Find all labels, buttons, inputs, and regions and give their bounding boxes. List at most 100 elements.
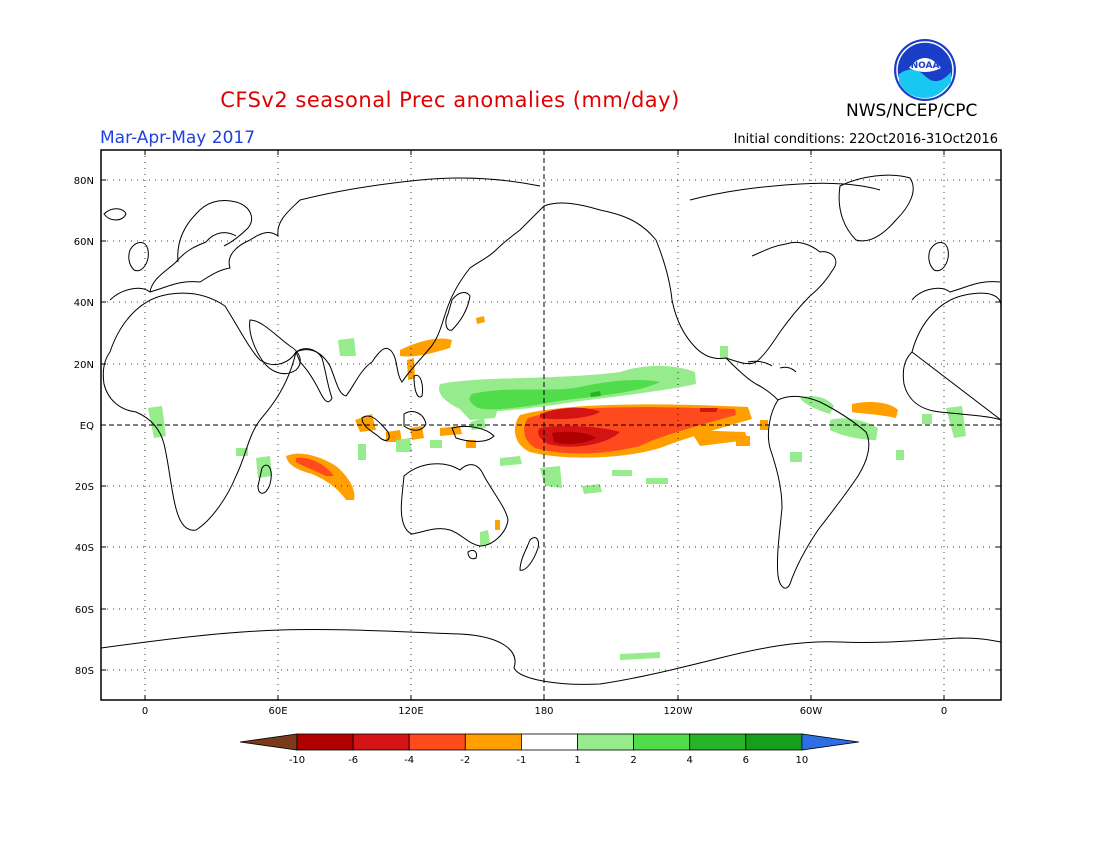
- indonesia-dry-2: [410, 426, 476, 448]
- central-america-wet: [720, 346, 834, 414]
- indonesia-dry-1: [355, 414, 402, 442]
- spcz-wet: [540, 466, 562, 488]
- colorbar-swatch: [745, 733, 803, 751]
- colorbar-label: 2: [630, 755, 636, 766]
- lat-label: 20N: [74, 360, 94, 371]
- colorbar-swatch: [296, 733, 354, 751]
- pacific-dry-severe: [552, 431, 596, 445]
- lat-label: 80N: [74, 176, 94, 187]
- nw-pacific-dry: [400, 338, 452, 357]
- antarctic-wet: [620, 652, 660, 660]
- colorbar-swatch: [521, 733, 578, 751]
- nw-pacific-dry-2: [476, 316, 485, 324]
- map-title: CFSv2 seasonal Prec anomalies (mm/day): [0, 88, 1100, 112]
- coast-south-america: [767, 395, 870, 589]
- east-pacific-dry: [736, 420, 768, 446]
- lat-label: 80S: [75, 666, 94, 677]
- colorbar-label: 6: [743, 755, 749, 766]
- axis-ticks: [101, 150, 1001, 700]
- coast-philippines: [413, 374, 423, 398]
- coast-africa: [102, 292, 297, 531]
- colorbar-arrow-right: [801, 733, 859, 751]
- coast-tasmania: [467, 549, 477, 560]
- lat-label: EQ: [80, 421, 94, 432]
- colorbar: -10 -6 -4 -2 -1 1 2 4 6 10: [239, 733, 859, 766]
- coast-japan: [445, 292, 471, 331]
- coast-india: [295, 348, 333, 403]
- lat-label: 40N: [74, 298, 94, 309]
- coast-africa-east-repeat: [902, 292, 1001, 421]
- colorbar-swatch: [577, 733, 634, 751]
- arabian-wet: [338, 338, 356, 356]
- lon-label: 60E: [268, 706, 287, 717]
- coast-caribbean: [747, 360, 797, 373]
- colorbar-label: -4: [404, 755, 414, 766]
- coast-greenland: [838, 174, 914, 242]
- atlantic-dry: [852, 402, 898, 418]
- coast-borneo: [403, 411, 427, 431]
- coast-sumatra: [361, 415, 390, 441]
- coast-central-america: [725, 357, 779, 401]
- map-title-text: CFSv2 seasonal Prec anomalies (mm/day): [220, 88, 680, 112]
- lat-label: 60N: [74, 237, 94, 248]
- longitude-labels: 0 60E 120E 180 120W 60W 0: [142, 706, 947, 717]
- coastlines: [101, 174, 1001, 685]
- colorbar-swatch: [408, 733, 466, 751]
- lat-label: 20S: [75, 482, 94, 493]
- coast-newzealand: [519, 537, 539, 571]
- coast-europe: [109, 199, 301, 301]
- coast-north-america: [543, 182, 881, 365]
- coast-arabia: [249, 319, 301, 375]
- initial-conditions-label: Initial conditions: 22Oct2016-31Oct2016: [733, 132, 998, 147]
- coast-antarctica: [101, 628, 1001, 685]
- colorbar-arrow-left: [239, 733, 298, 751]
- lat-label: 60S: [75, 605, 94, 616]
- noaa-logo-text: NOAA: [911, 61, 940, 71]
- south-pacific-wet-3: [480, 530, 490, 546]
- colorbar-swatch: [352, 733, 410, 751]
- colorbar-label: -6: [348, 755, 358, 766]
- coast-madagascar: [257, 464, 272, 494]
- pacific-dry-weak-east: [690, 430, 748, 446]
- lon-label: 120E: [398, 706, 423, 717]
- itcz-wet-moderate: [469, 380, 660, 410]
- colorbar-label: -1: [516, 755, 526, 766]
- coast-europe-east-repeat: [911, 242, 1001, 301]
- anomaly-shading: [148, 316, 966, 660]
- colorbar-label: 4: [687, 755, 693, 766]
- indonesia-wet: [358, 438, 442, 460]
- coast-uk: [128, 242, 149, 272]
- itcz-wet-strong: [590, 391, 601, 397]
- maritime-wet-2: [470, 418, 522, 466]
- coast-iceland: [103, 208, 127, 221]
- colorbar-label: -2: [460, 755, 470, 766]
- coast-australia: [400, 463, 509, 547]
- pacific-dry-strong: [540, 407, 600, 420]
- colorbar-swatch: [464, 733, 522, 751]
- colorbar-swatch: [689, 733, 747, 751]
- guinea-wet: [922, 406, 966, 438]
- graticule: [101, 150, 1001, 700]
- lon-label: 180: [534, 706, 553, 717]
- lon-label: 0: [142, 706, 148, 717]
- noaa-logo-icon: NOAA: [894, 39, 956, 101]
- amazon-wet: [830, 418, 878, 440]
- amazon-wet-2: [790, 450, 904, 462]
- colorbar-label: -10: [289, 755, 305, 766]
- pacific-dry-strong-east: [700, 408, 718, 412]
- season-label: Mar-Apr-May 2017: [100, 128, 256, 148]
- colorbar-label: 10: [796, 755, 809, 766]
- coast-scandinavia: [177, 200, 252, 263]
- lon-label: 120W: [664, 706, 693, 717]
- coast-asia: [295, 177, 545, 397]
- coast-newguinea: [451, 425, 495, 442]
- indian-ocean-wet: [236, 448, 272, 478]
- agency-label: NWS/NCEP/CPC: [846, 101, 978, 121]
- lat-label: 40S: [75, 543, 94, 554]
- west-africa-wet: [148, 406, 166, 438]
- lon-label: 60W: [800, 706, 823, 717]
- latitude-labels: 80N 60N 40N 20N EQ 20S 40S 60S 80S: [74, 176, 94, 677]
- indian-ocean-dry-moderate: [296, 457, 334, 476]
- south-pacific-wet-2: [582, 470, 668, 494]
